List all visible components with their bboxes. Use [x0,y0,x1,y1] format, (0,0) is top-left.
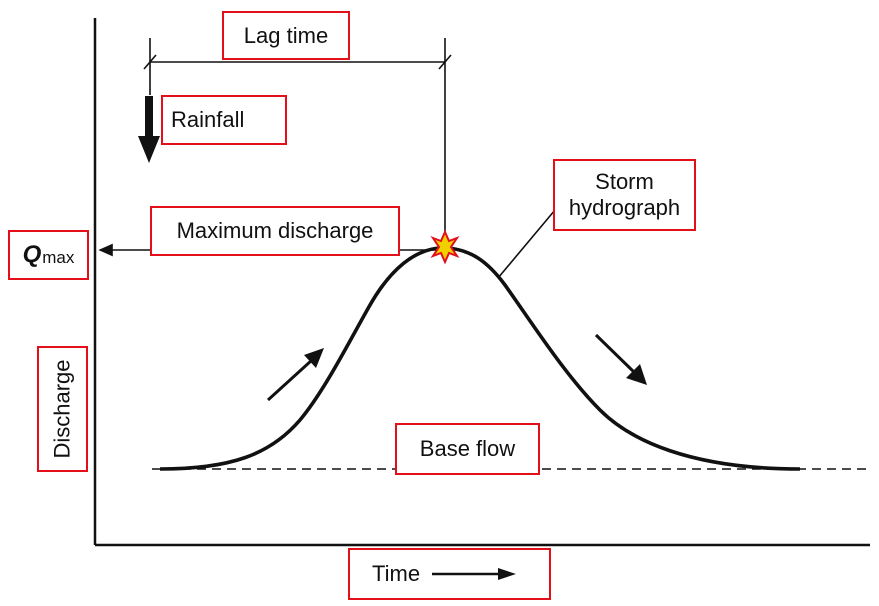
rainfall-arrow [138,96,160,163]
lag-time-left-slash [143,54,157,70]
storm-hydrograph-line2: hydrograph [568,195,681,220]
lag-time-right-slash [438,54,452,70]
base-flow-text: Base flow [419,436,516,461]
discharge-axis-label: Discharge [37,346,88,472]
time-arrow-icon [432,568,517,580]
base-flow-label: Base flow [395,423,540,475]
q-symbol: Q [22,241,42,268]
rainfall-text: Rainfall [171,107,245,132]
rainfall-label: Rainfall [161,95,287,145]
peak-marker-icon [430,229,460,265]
maximum-discharge-text: Maximum discharge [176,218,374,243]
lag-time-text: Lag time [243,22,329,48]
falling-limb-arrow [594,333,647,385]
storm-hydrograph-leader [497,209,556,279]
maximum-discharge-label: Maximum discharge [150,206,400,256]
time-axis-label: Time [348,548,551,600]
rising-limb-arrow [266,348,324,402]
lag-time-label: Lag time [222,11,350,60]
storm-hydrograph-label: Storm hydrograph [553,159,696,231]
time-text: Time [372,561,421,586]
discharge-text: Discharge [49,359,75,459]
q-subscript: max [42,248,75,267]
storm-hydrograph-line1: Storm [595,169,654,194]
